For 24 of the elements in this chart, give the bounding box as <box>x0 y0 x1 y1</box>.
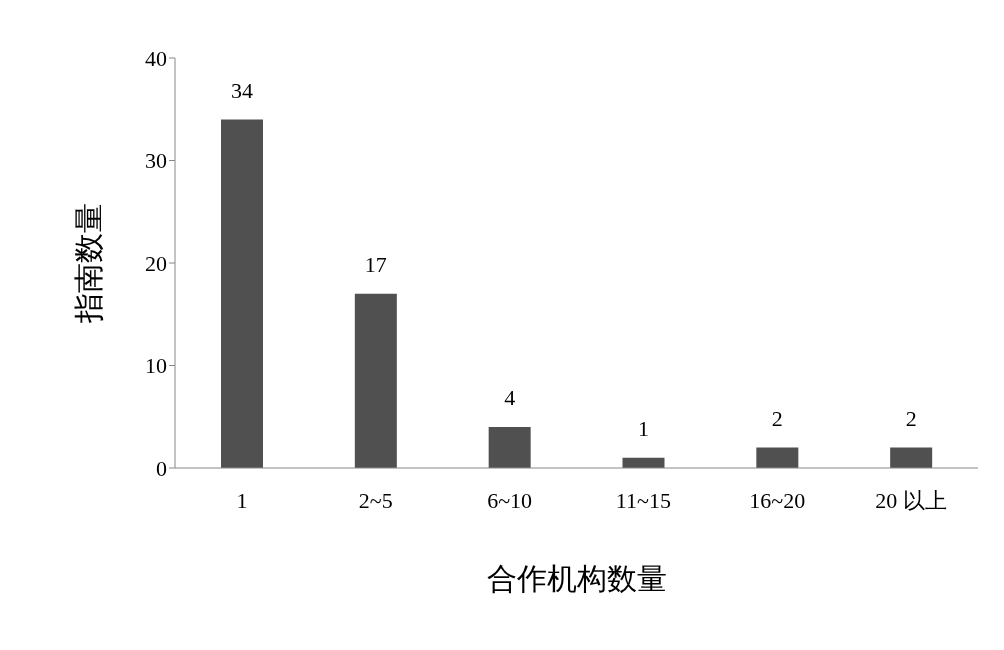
bar <box>354 293 397 468</box>
x-axis-title: 合作机构数量 <box>486 562 667 596</box>
data-label: 2 <box>771 405 783 431</box>
bar <box>756 447 799 468</box>
x-tick-label: 2~5 <box>358 487 393 513</box>
data-label: 2 <box>905 405 917 431</box>
bar <box>488 427 531 468</box>
y-tick-label: 0 <box>156 455 167 481</box>
x-tick-label: 6~10 <box>487 487 533 513</box>
x-tick-label: 1 <box>236 487 248 513</box>
data-label: 17 <box>364 251 387 277</box>
x-tick-label: 11~15 <box>615 487 671 513</box>
data-label: 4 <box>504 385 516 410</box>
y-tick-label: 10 <box>145 353 167 379</box>
x-tick-label: 16~20 <box>749 487 806 513</box>
x-tick-label: 20 以上 <box>875 487 947 513</box>
data-label: 1 <box>638 415 649 441</box>
bar <box>890 447 933 468</box>
bar <box>221 119 263 468</box>
y-tick-label: 30 <box>145 148 167 174</box>
y-axis-title: 指南数量 <box>71 203 105 324</box>
y-tick-label: 40 <box>145 45 167 71</box>
data-label: 34 <box>231 77 253 103</box>
y-tick-label: 20 <box>145 250 167 276</box>
